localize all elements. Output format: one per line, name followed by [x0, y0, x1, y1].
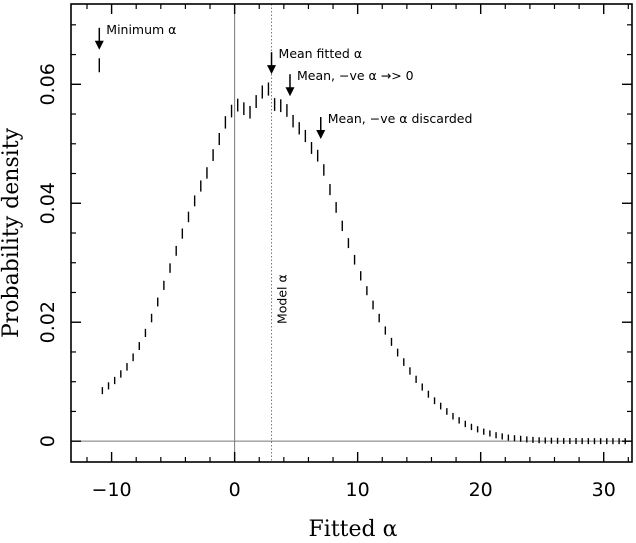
- annotation-label: Mean fitted α: [279, 46, 363, 61]
- annotation-label: Mean, −ve α discarded: [328, 111, 473, 126]
- x-tick-label: −10: [92, 479, 132, 501]
- plot-area: [71, 4, 632, 462]
- annotation-arrow-head: [94, 40, 104, 50]
- x-tick-label: 20: [469, 479, 493, 501]
- x-tick-label: 30: [592, 479, 616, 501]
- y-tick-label: 0.04: [37, 182, 59, 224]
- annotation-arrow-head: [316, 130, 326, 140]
- annotation-arrow-head: [285, 87, 295, 97]
- labels: Model α −10 0 10 20 30 0 0.02 0.04 0.06 Minimum α M…: [37, 22, 616, 501]
- annotation-arrow-head: [267, 65, 277, 75]
- y-tick-label: 0: [37, 435, 59, 447]
- y-tick-label: 0.06: [37, 63, 59, 105]
- model-alpha-label: Model α: [275, 274, 290, 324]
- annotation-label: Minimum α: [106, 22, 176, 37]
- axes: [70, 3, 633, 463]
- x-tick-label: 10: [346, 479, 370, 501]
- y-axis-title: Probability density: [0, 127, 24, 338]
- x-tick-label: 0: [229, 479, 241, 501]
- y-tick-label: 0.02: [37, 301, 59, 343]
- annotation-label: Mean, −ve α →> 0: [297, 68, 414, 83]
- x-axis-title: Fitted α: [309, 517, 398, 542]
